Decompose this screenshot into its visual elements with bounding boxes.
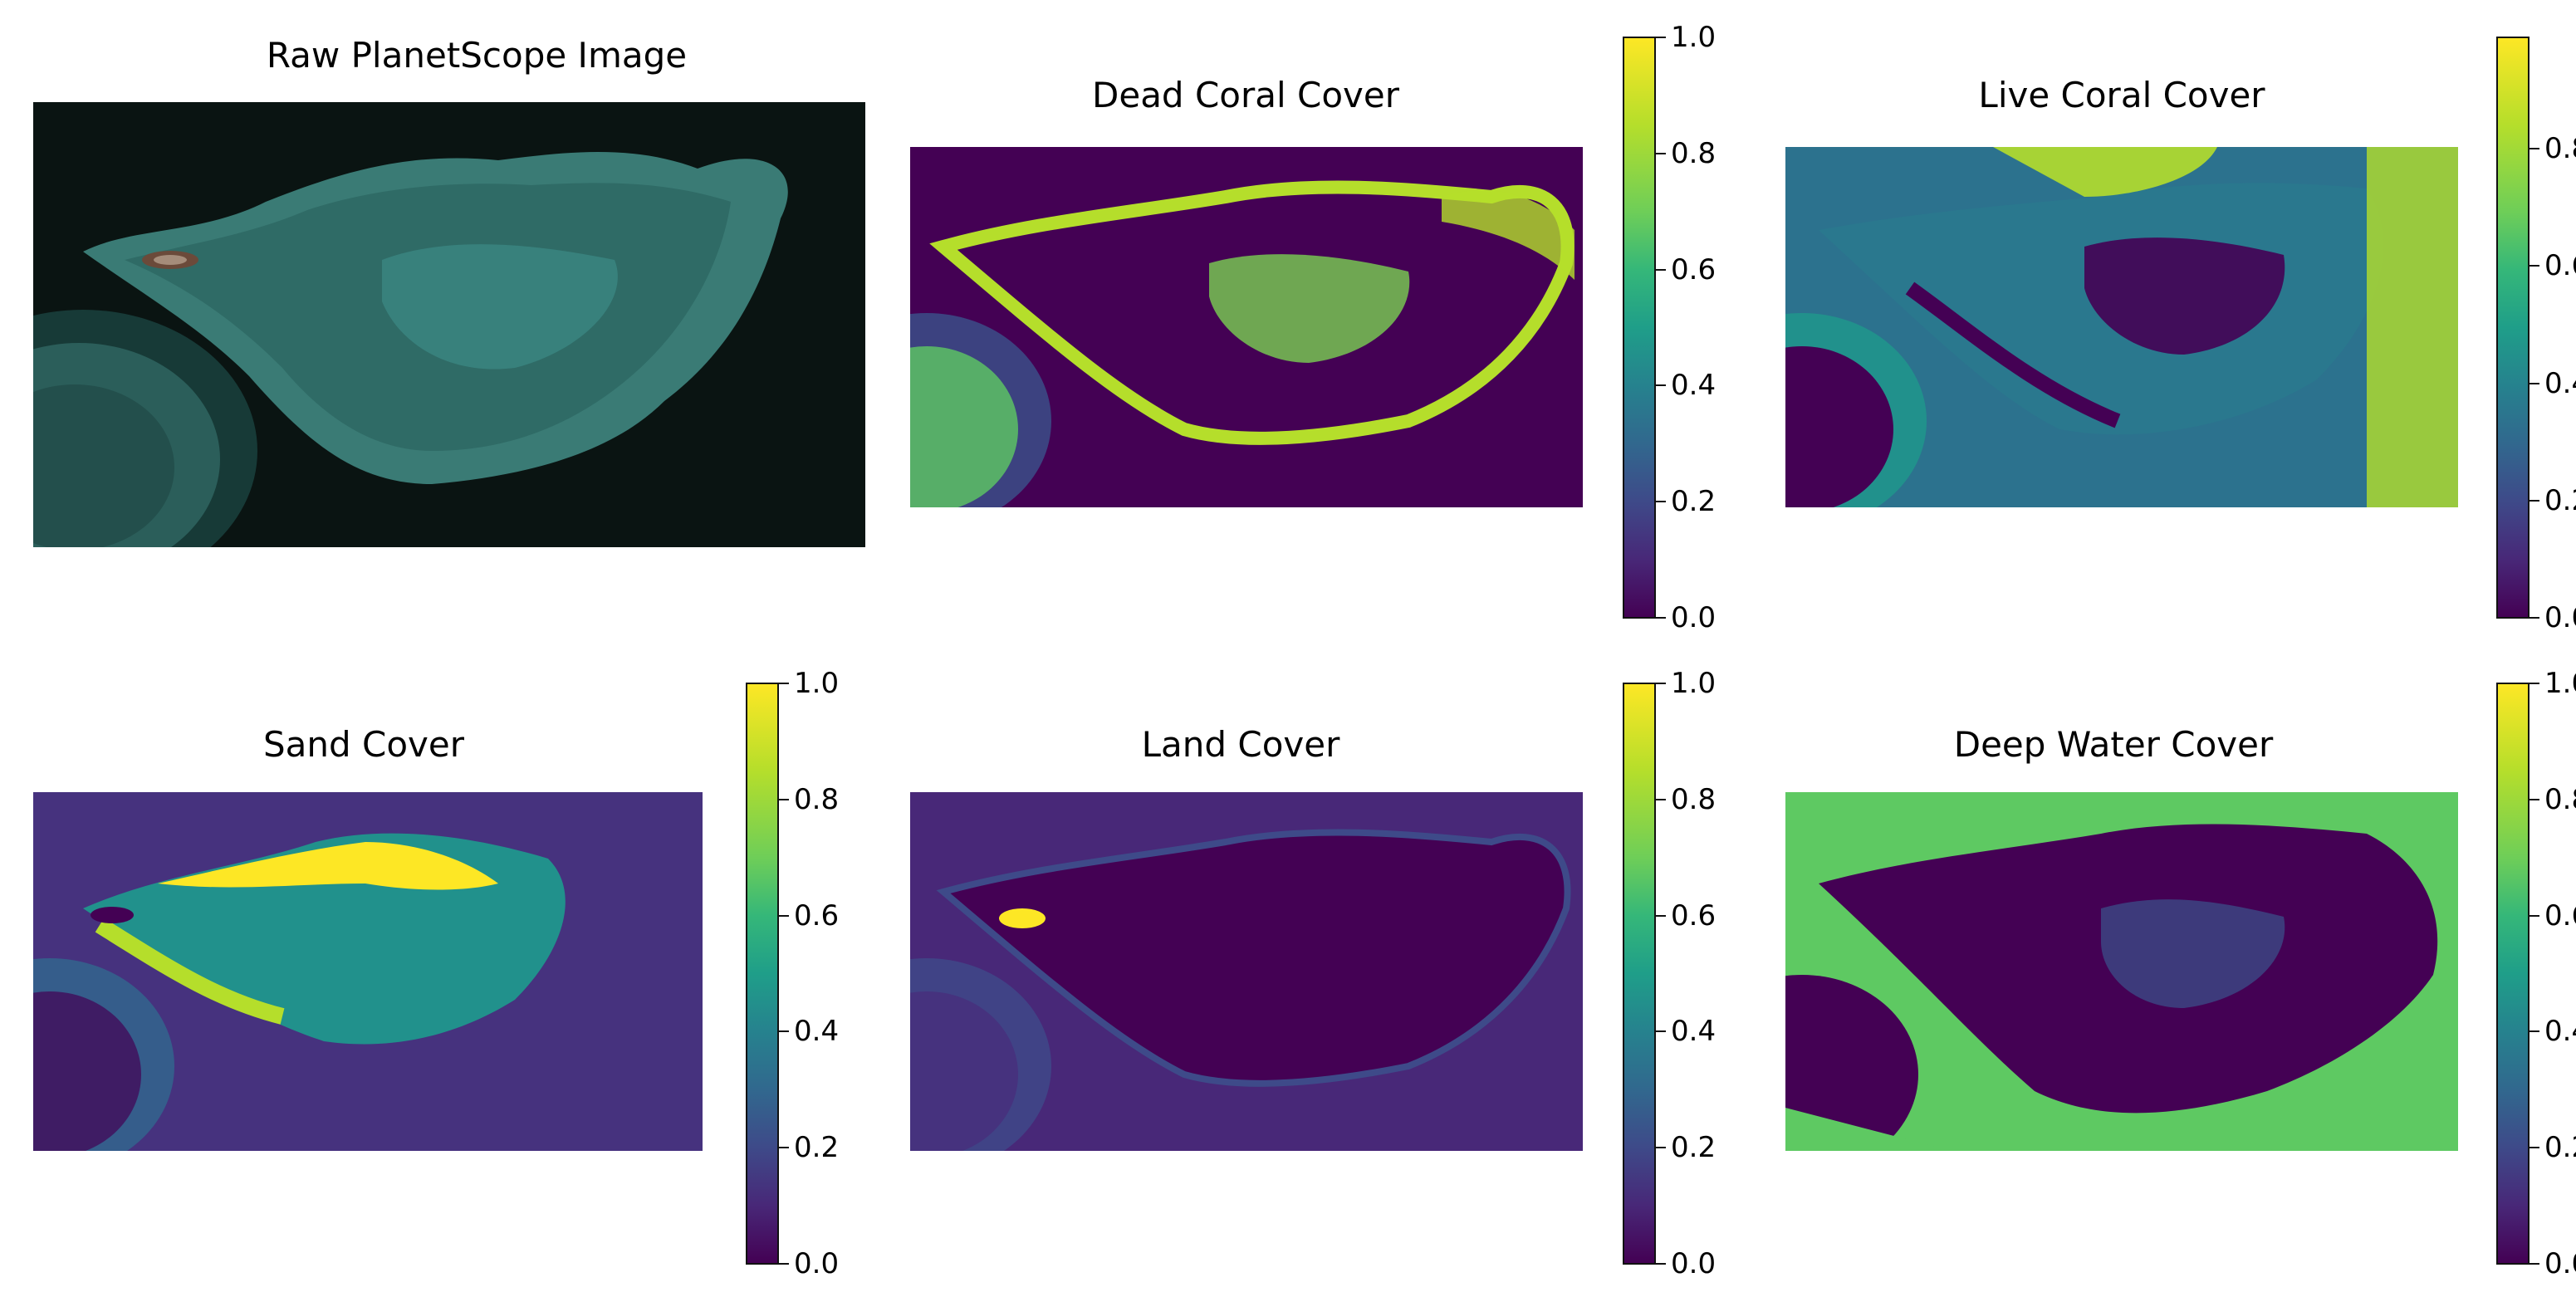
colorbar-tick-label: 0.8	[1671, 136, 1717, 170]
land-map	[910, 792, 1583, 1151]
colorbar-deep-water	[2496, 683, 2529, 1265]
colorbar-tick-label: 0.2	[2544, 483, 2576, 517]
colorbar-tick-label: 0.6	[1671, 252, 1717, 286]
colorbar-tick	[1656, 1263, 1666, 1265]
colorbar-tick	[2529, 1263, 2539, 1265]
colorbar-tick-label: 0.8	[794, 782, 840, 816]
colorbar-tick	[2529, 683, 2539, 684]
dead-coral-map	[910, 147, 1583, 507]
colorbar-sand	[746, 683, 779, 1265]
colorbar-tick-label: 0.8	[2544, 132, 2576, 166]
colorbar-tick	[779, 683, 789, 684]
panel-title-live-coral: Live Coral Cover	[1978, 75, 2265, 115]
colorbar-tick	[2529, 1147, 2539, 1149]
colorbar-tick-label: 1.0	[2544, 667, 2576, 700]
colorbar-tick	[1656, 501, 1666, 503]
colorbar-tick-label: 0.4	[2544, 366, 2576, 400]
colorbar-tick-label: 0.6	[2544, 898, 2576, 932]
deep-water-map	[1785, 792, 2458, 1151]
colorbar-tick-label: 0.2	[794, 1131, 840, 1165]
colorbar-tick-label: 0.2	[1671, 485, 1717, 519]
colorbar-tick	[1656, 617, 1666, 619]
colorbar-tick	[2529, 1030, 2539, 1033]
colorbar-tick-label: 0.2	[2544, 1131, 2576, 1165]
colorbar-tick	[2529, 499, 2539, 502]
colorbar-tick-label: 0.4	[794, 1015, 840, 1049]
colorbar-tick	[1656, 268, 1666, 271]
panel-title-raw: Raw PlanetScope Image	[266, 35, 688, 76]
colorbar-tick-label: 1.0	[794, 667, 840, 700]
colorbar-tick	[1656, 798, 1666, 800]
colorbar-tick-label: 0.0	[794, 1247, 840, 1280]
colorbar-tick	[1656, 1030, 1666, 1033]
live-coral-map	[1785, 147, 2458, 507]
raw-image	[33, 102, 865, 547]
colorbar-tick	[779, 1147, 789, 1149]
colorbar-tick	[779, 1030, 789, 1033]
colorbar-tick-label: 0.0	[2544, 601, 2576, 634]
colorbar-tick-label: 0.2	[1671, 1131, 1717, 1165]
colorbar-land	[1623, 683, 1656, 1265]
colorbar-tick	[2529, 382, 2539, 384]
panel-title-sand: Sand Cover	[262, 724, 465, 765]
colorbar-tick-label: 0.6	[2544, 249, 2576, 283]
colorbar-tick	[1656, 152, 1666, 154]
colorbar-tick	[1656, 683, 1666, 684]
panel-title-dead-coral: Dead Coral Cover	[1092, 75, 1399, 115]
colorbar-tick	[1656, 384, 1666, 387]
colorbar-tick	[1656, 1147, 1666, 1149]
colorbar-tick	[779, 1263, 789, 1265]
colorbar-tick	[2529, 148, 2539, 150]
colorbar-tick	[2529, 265, 2539, 267]
colorbar-tick-label: 1.0	[1671, 667, 1717, 700]
colorbar-live-coral	[2496, 37, 2529, 619]
colorbar-tick-label: 0.4	[1671, 369, 1717, 403]
colorbar-tick-label: 0.0	[1671, 1247, 1717, 1280]
sand-map	[33, 792, 703, 1151]
colorbar-tick-label: 0.4	[2544, 1015, 2576, 1049]
colorbar-tick	[1656, 914, 1666, 917]
colorbar-tick-label: 0.0	[2544, 1247, 2576, 1280]
colorbar-tick	[1656, 37, 1666, 38]
colorbar-tick-label: 0.8	[2544, 782, 2576, 816]
colorbar-tick-label: 1.0	[1671, 21, 1717, 54]
colorbar-tick-label: 0.0	[1671, 601, 1717, 634]
colorbar-tick-label: 0.8	[1671, 782, 1717, 816]
colorbar-dead-coral	[1623, 37, 1656, 619]
colorbar-tick	[2529, 914, 2539, 917]
colorbar-tick	[2529, 617, 2539, 619]
colorbar-tick	[779, 914, 789, 917]
colorbar-tick	[779, 798, 789, 800]
panel-title-deep-water: Deep Water Cover	[1953, 724, 2274, 765]
colorbar-tick-label: 0.4	[1671, 1015, 1717, 1049]
colorbar-tick-label: 0.6	[1671, 898, 1717, 932]
colorbar-tick	[2529, 798, 2539, 800]
colorbar-tick-label: 0.6	[794, 898, 840, 932]
panel-title-land: Land Cover	[1141, 724, 1340, 765]
